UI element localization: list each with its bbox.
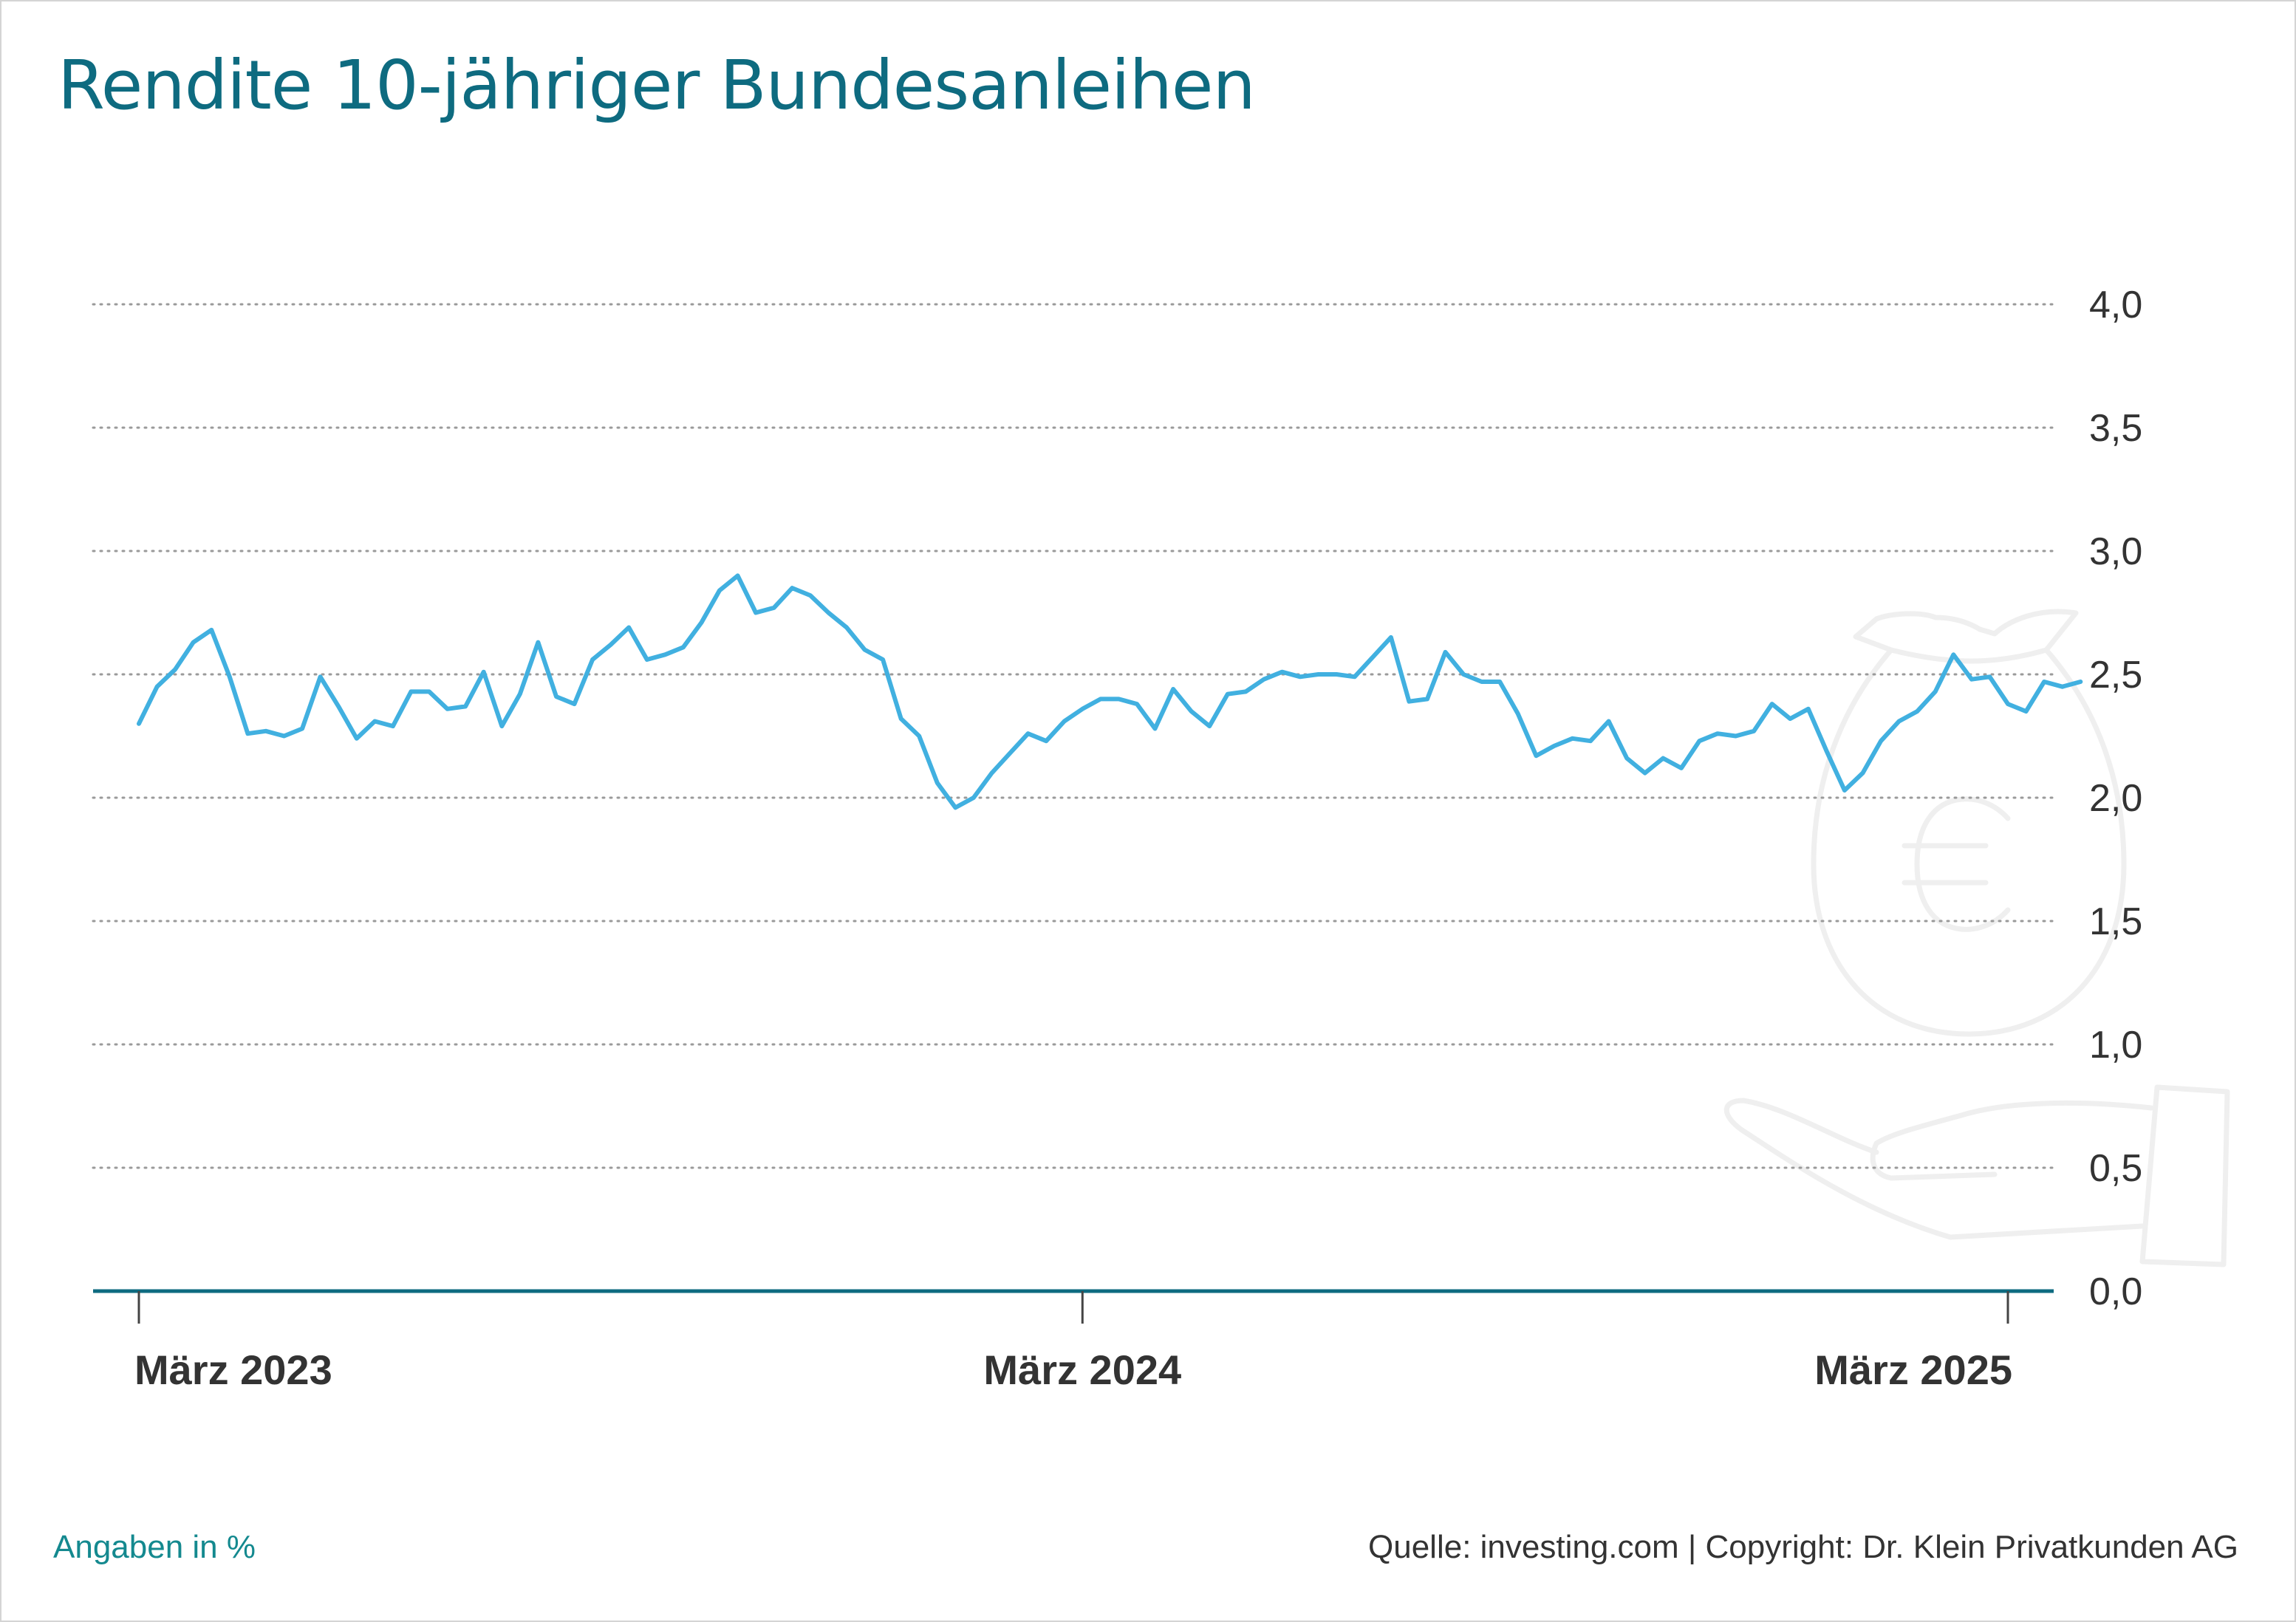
y-tick-label: 0,0 xyxy=(2089,1270,2142,1313)
y-tick-label: 2,5 xyxy=(2089,654,2142,697)
chart-title: Rendite 10-jähriger Bundesanleihen xyxy=(58,46,1256,125)
y-tick-label: 4,0 xyxy=(2089,284,2142,326)
y-tick-label: 1,5 xyxy=(2089,900,2142,943)
x-tick-label: März 2024 xyxy=(983,1346,1181,1393)
data-points xyxy=(138,575,2081,808)
x-tick-label: März 2023 xyxy=(134,1346,332,1393)
y-tick-label: 2,0 xyxy=(2089,777,2142,820)
source-note: Quelle: investing.com | Copyright: Dr. K… xyxy=(1368,1529,2238,1565)
x-axis-labels: März 2023 März 2024 März 2025 xyxy=(134,1346,2012,1393)
y-tick-label: 3,5 xyxy=(2089,407,2142,450)
y-tick-label: 3,0 xyxy=(2089,530,2142,573)
open-hand-icon xyxy=(1723,1084,2230,1267)
series-line-yield xyxy=(137,573,2083,810)
y-tick-label: 0,5 xyxy=(2089,1147,2142,1190)
y-tick-label: 1,0 xyxy=(2089,1024,2142,1067)
x-axis-ticks xyxy=(137,1291,2009,1324)
gridlines xyxy=(92,303,2055,1169)
money-bag-euro-icon xyxy=(1811,609,2127,1037)
unit-note: Angaben in % xyxy=(53,1529,256,1565)
y-axis-labels: 0,0 0,5 1,0 1,5 2,0 2,5 3,0 3,5 4,0 xyxy=(2089,284,2142,1313)
x-tick-label: März 2025 xyxy=(1814,1346,2012,1393)
